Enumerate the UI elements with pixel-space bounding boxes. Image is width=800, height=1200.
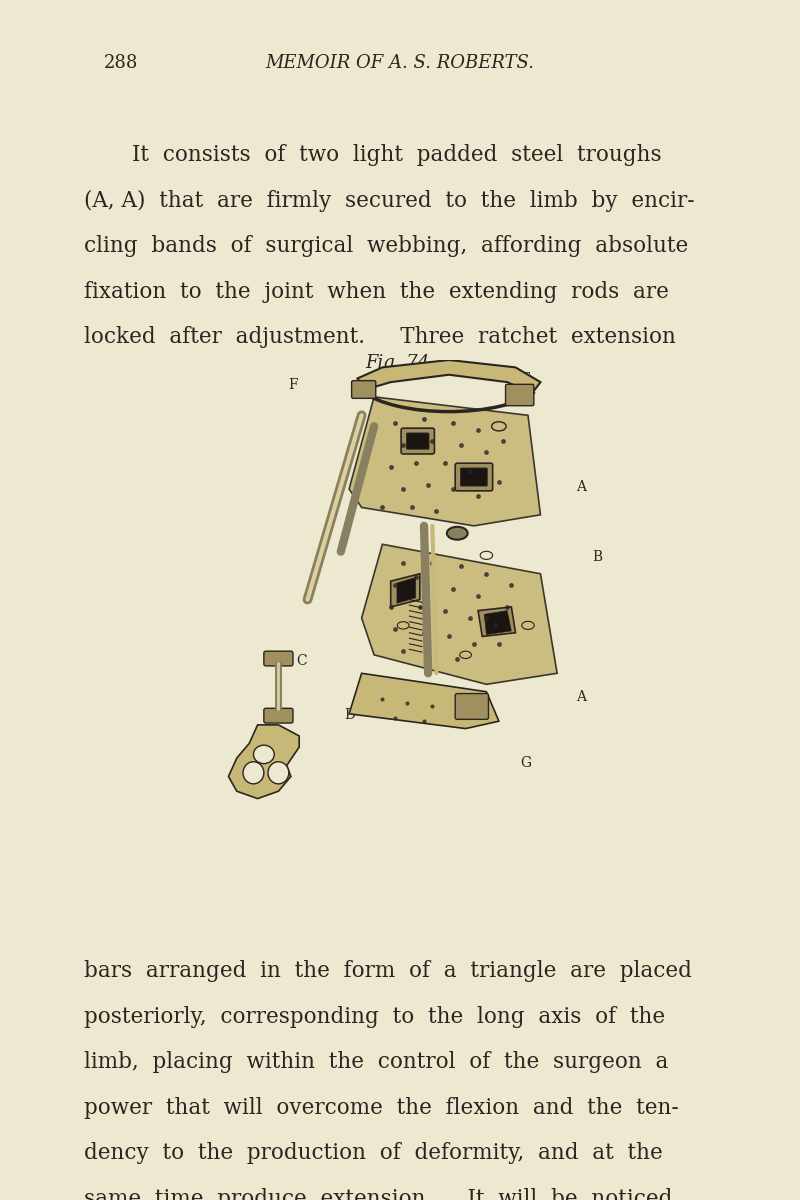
Text: bars  arranged  in  the  form  of  a  triangle  are  placed: bars arranged in the form of a triangle …: [84, 960, 692, 982]
FancyBboxPatch shape: [506, 384, 534, 406]
Polygon shape: [478, 607, 515, 636]
Polygon shape: [390, 574, 420, 607]
Polygon shape: [397, 577, 416, 604]
Text: dency  to  the  production  of  deformity,  and  at  the: dency to the production of deformity, an…: [84, 1142, 662, 1164]
Ellipse shape: [447, 527, 468, 540]
Text: A: A: [576, 690, 586, 704]
Polygon shape: [229, 725, 299, 799]
Polygon shape: [484, 611, 511, 635]
Text: B: B: [592, 550, 602, 564]
FancyBboxPatch shape: [264, 708, 293, 724]
Text: D: D: [344, 708, 355, 722]
FancyBboxPatch shape: [264, 652, 293, 666]
Text: F: F: [520, 372, 530, 386]
Polygon shape: [358, 360, 541, 394]
Ellipse shape: [243, 762, 264, 784]
Text: Fig. 74.: Fig. 74.: [365, 354, 435, 372]
Ellipse shape: [268, 762, 289, 784]
FancyBboxPatch shape: [401, 428, 434, 454]
Polygon shape: [349, 397, 541, 526]
Text: A: A: [576, 480, 586, 494]
Text: F: F: [288, 378, 298, 392]
Text: cling  bands  of  surgical  webbing,  affording  absolute: cling bands of surgical webbing, affordi…: [84, 235, 688, 257]
Text: fixation  to  the  joint  when  the  extending  rods  are: fixation to the joint when the extending…: [84, 281, 669, 302]
Text: It  consists  of  two  light  padded  steel  troughs: It consists of two light padded steel tr…: [132, 144, 662, 166]
Text: C: C: [296, 654, 306, 668]
Polygon shape: [362, 545, 557, 684]
Ellipse shape: [254, 745, 274, 763]
Text: posteriorly,  corresponding  to  the  long  axis  of  the: posteriorly, corresponding to the long a…: [84, 1006, 665, 1027]
Text: power  that  will  overcome  the  flexion  and  the  ten-: power that will overcome the flexion and…: [84, 1097, 678, 1118]
Text: G: G: [520, 756, 531, 770]
FancyBboxPatch shape: [455, 463, 493, 491]
Text: same  time  produce  extension.   It  will  be  noticed,: same time produce extension. It will be …: [84, 1188, 679, 1200]
FancyBboxPatch shape: [352, 380, 376, 398]
Text: 288: 288: [104, 54, 138, 72]
FancyBboxPatch shape: [461, 468, 487, 486]
Text: (A, A)  that  are  firmly  secured  to  the  limb  by  encir-: (A, A) that are firmly secured to the li…: [84, 190, 694, 211]
Text: MEMOIR OF A. S. ROBERTS.: MEMOIR OF A. S. ROBERTS.: [266, 54, 534, 72]
Text: limb,  placing  within  the  control  of  the  surgeon  a: limb, placing within the control of the …: [84, 1051, 668, 1073]
Text: locked  after  adjustment.   Three  ratchet  extension: locked after adjustment. Three ratchet e…: [84, 326, 676, 348]
FancyBboxPatch shape: [455, 694, 489, 719]
FancyBboxPatch shape: [406, 433, 429, 449]
Polygon shape: [349, 673, 499, 728]
